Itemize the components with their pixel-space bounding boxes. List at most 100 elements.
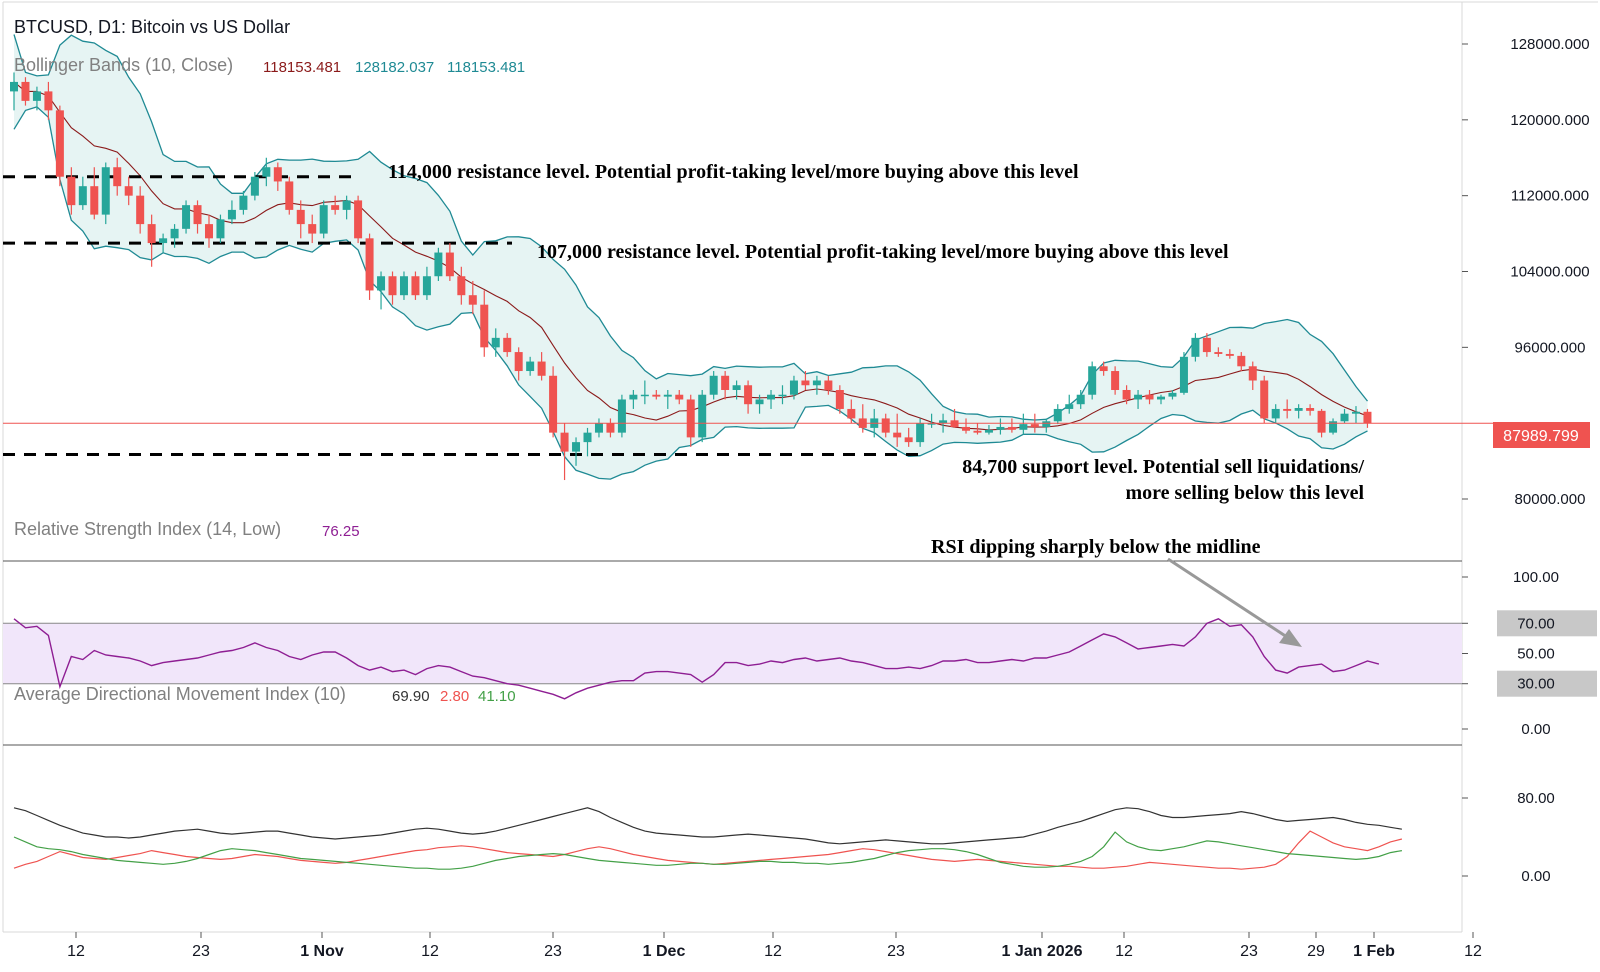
candle-body <box>1157 396 1165 400</box>
candle-body <box>354 200 363 239</box>
last-price-label: 87989.799 <box>1503 428 1579 445</box>
candle-body <box>893 432 902 438</box>
candle-body <box>801 380 810 386</box>
time-tick-label: 12 <box>421 943 439 960</box>
candle-body <box>1283 408 1292 411</box>
candle-body <box>1306 408 1315 411</box>
candle-body <box>1030 424 1039 427</box>
candle-body <box>916 423 925 443</box>
candle-body <box>216 219 225 239</box>
candle-body <box>732 385 741 390</box>
candle-body <box>1076 394 1085 405</box>
candle-body <box>21 81 30 101</box>
candle-body <box>526 361 535 372</box>
candle-body <box>503 337 512 353</box>
candle-body <box>1042 421 1051 427</box>
bb-label: Bollinger Bands (10, Close) <box>14 55 233 75</box>
annotation-resistance-107: 107,000 resistance level. Potential prof… <box>537 241 1229 263</box>
candle-body <box>170 228 179 239</box>
candle-body <box>457 276 466 296</box>
candle-body <box>514 352 523 372</box>
rsi-note-arrow <box>1167 557 1302 647</box>
candle-body <box>1329 421 1338 433</box>
candle-body <box>159 238 168 244</box>
candle-body <box>480 304 489 348</box>
candle-body <box>331 205 340 210</box>
price-axis-ticks: 128000.000 120000.000 112000.000 104000.000… <box>1462 36 1597 885</box>
candle-body <box>342 200 351 210</box>
candle-body <box>1271 408 1280 419</box>
adx-value-3: 41.10 <box>478 688 516 705</box>
annotation-resistance-114: 114,000 resistance level. Potential prof… <box>388 161 1079 183</box>
rsi-pane <box>3 618 1462 700</box>
candle-body <box>273 167 282 182</box>
candle-body <box>1168 392 1177 397</box>
rsi-tick-label: 0.00 <box>1521 721 1550 738</box>
adx-label: Average Directional Movement Index (10) <box>14 684 346 704</box>
candle-body <box>537 361 546 376</box>
candle-body <box>835 389 844 409</box>
time-axis-ticks: 12 23 1 Nov 12 23 1 Dec 12 23 1 Jan 2026 12 23 29 1 … <box>67 932 1482 960</box>
candle-body <box>1260 380 1269 419</box>
candle-body <box>594 423 603 433</box>
bb-value-mid: 118153.481 <box>263 59 341 76</box>
candlestick-series <box>10 72 1372 481</box>
candle-body <box>744 385 753 405</box>
candle-body <box>789 380 798 395</box>
candle-body <box>767 394 776 400</box>
candle-body <box>1065 404 1074 409</box>
candle-body <box>721 375 730 390</box>
candle-body <box>709 375 718 395</box>
candle-body <box>468 295 477 305</box>
candle-body <box>1294 408 1303 411</box>
candle-body <box>583 432 592 443</box>
candle-body <box>182 205 191 229</box>
time-tick-label: 23 <box>1240 943 1258 960</box>
time-tick-label: 12 <box>67 943 85 960</box>
bb-fill <box>14 34 1368 480</box>
time-tick-label: 1 Feb <box>1353 943 1395 960</box>
rsi-value: 76.25 <box>322 523 360 540</box>
candle-body <box>812 380 821 386</box>
candle-body <box>319 205 328 234</box>
candle-body <box>239 195 248 210</box>
candle-body <box>32 91 41 101</box>
candle-body <box>101 167 110 215</box>
candle-body <box>147 224 156 244</box>
candle-body <box>572 442 581 452</box>
candle-body <box>67 176 76 206</box>
adx-tick-label: 80.00 <box>1517 790 1555 807</box>
candle-body <box>55 110 64 177</box>
last-price-label-box <box>1493 422 1590 448</box>
candle-body <box>491 337 500 348</box>
time-tick-label: 23 <box>887 943 905 960</box>
candle-body <box>1145 394 1154 400</box>
candle-body <box>193 205 202 225</box>
candle-body <box>560 432 569 452</box>
candle-body <box>927 423 936 425</box>
adx-line <box>13 807 1402 845</box>
annotation-support-line1: 84,700 support level. Potential sell liq… <box>962 456 1364 478</box>
time-tick-label: 1 Dec <box>643 943 686 960</box>
candle-body <box>250 176 259 196</box>
annotation-support-line2: more selling below this level <box>1126 482 1365 504</box>
candle-body <box>1019 424 1028 430</box>
horizontal-levels <box>3 175 925 456</box>
candle-body <box>1179 356 1188 393</box>
adx-pane <box>13 807 1403 870</box>
candle-body <box>399 276 408 296</box>
candle-body <box>262 167 271 177</box>
candle-body <box>962 426 971 431</box>
candle-body <box>434 252 443 277</box>
rsi-level-box <box>1497 610 1597 637</box>
time-tick-label: 23 <box>192 943 210 960</box>
candle-body <box>984 429 993 433</box>
adx-value-2: 2.80 <box>440 688 469 705</box>
rsi-line <box>13 618 1380 700</box>
candle-body <box>1191 337 1200 357</box>
candle-body <box>617 399 626 433</box>
candle-body <box>1340 413 1349 422</box>
price-tick-label: 80000.000 <box>1515 491 1586 508</box>
time-tick-label: 23 <box>544 943 562 960</box>
